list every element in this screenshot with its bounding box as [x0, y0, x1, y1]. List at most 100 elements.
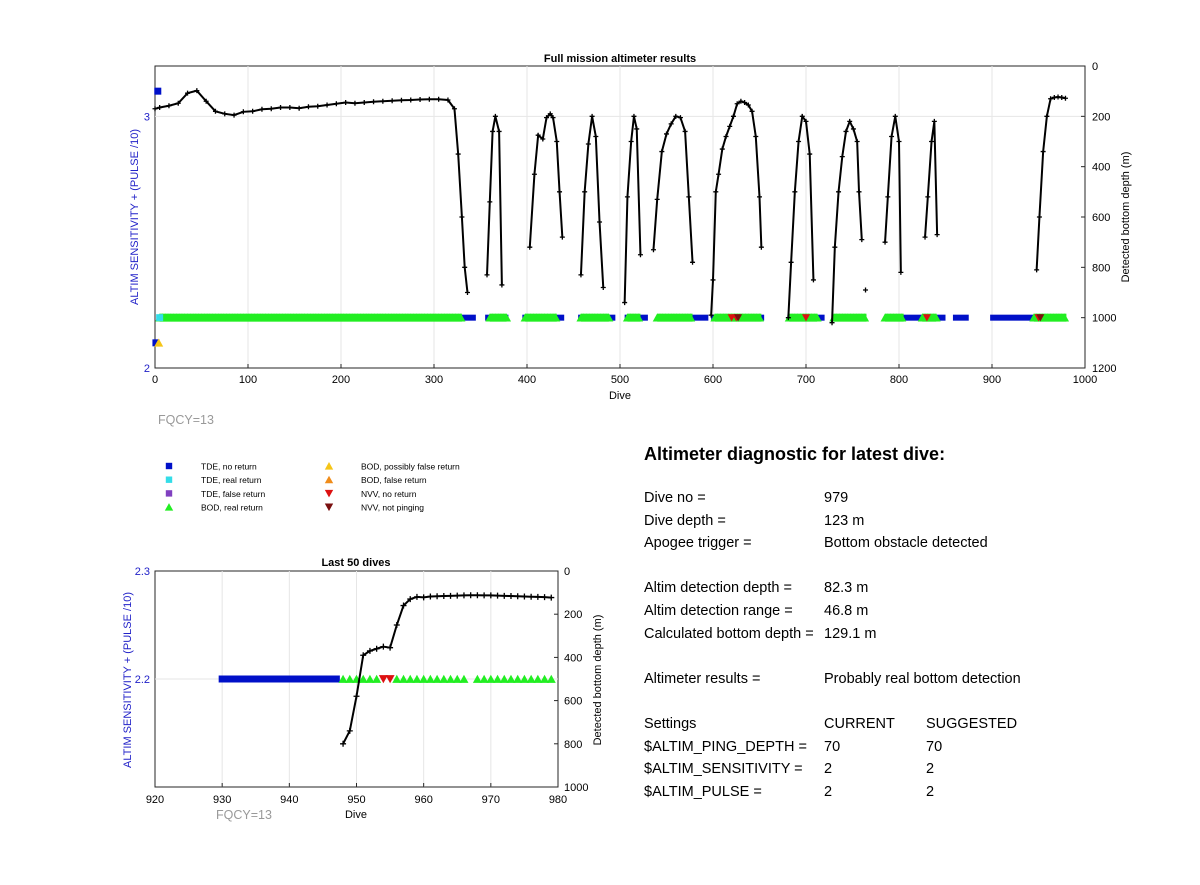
depth-point	[628, 139, 634, 144]
zoom-depth-point	[353, 693, 360, 700]
depth-point	[464, 290, 470, 295]
zoom-bod-marker	[479, 674, 489, 683]
depth-point	[1048, 96, 1054, 102]
depth-point	[462, 264, 468, 270]
depth-point	[832, 244, 838, 250]
depth-point	[203, 98, 209, 104]
zoom-bod-marker	[519, 674, 529, 683]
dive-depth-label: Dive depth =	[644, 512, 726, 529]
tde-no-return-band	[936, 314, 946, 321]
depth-point	[490, 128, 496, 134]
right-tick-label: 600	[1092, 212, 1110, 224]
depth-point	[889, 133, 895, 139]
x-tick-label: 200	[332, 374, 350, 386]
zoom-tde-marker	[252, 675, 260, 683]
zoom-bod-marker	[533, 674, 543, 683]
depth-point	[455, 151, 461, 157]
zoom-left-tick-label: 2.3	[135, 566, 150, 578]
zoom-right-y-label: Detected bottom depth (m)	[592, 615, 604, 746]
tde-no-return-band	[990, 314, 1062, 321]
left-tick-label: 2	[144, 363, 150, 375]
zoom-bod-marker	[425, 674, 435, 683]
setting-row: $ALTIM_PING_DEPTH = 70 70	[644, 736, 1164, 759]
zoom-tde-marker	[292, 675, 300, 683]
depth-point	[296, 105, 302, 111]
x-tick-label: 900	[983, 374, 1001, 386]
current-header: CURRENT	[824, 715, 895, 732]
depth-point	[578, 272, 584, 278]
legend-marker-triangle-up	[324, 462, 334, 470]
apogee-label: Apogee trigger =	[644, 535, 752, 552]
depth-point	[792, 189, 798, 195]
main-chart-title: Full mission altimeter results	[544, 53, 696, 65]
x-tick-label: 800	[890, 374, 908, 386]
legend-marker-square	[165, 490, 173, 497]
zoom-right-tick-label: 200	[564, 609, 582, 621]
bod-marker	[154, 338, 164, 347]
legend-label: TDE, no return	[201, 462, 257, 472]
det-range-value: 46.8 m	[824, 602, 869, 619]
depth-point	[785, 315, 791, 321]
zoom-x-tick-label: 940	[280, 794, 298, 806]
depth-point	[1059, 94, 1065, 100]
depth-point	[788, 259, 794, 265]
zoom-bod-marker	[419, 674, 429, 683]
legend: TDE, no return TDE, real return TDE, false…	[164, 462, 460, 513]
depth-point	[287, 105, 293, 111]
depth-point	[540, 136, 546, 142]
zoom-x-tick-label: 980	[549, 794, 567, 806]
depth-point	[175, 100, 181, 106]
zoom-bod-marker	[365, 674, 375, 683]
dive-depth-row: Dive depth = 123 m	[644, 510, 1164, 533]
zoom-tde-marker	[332, 675, 340, 683]
settings-header-row: Settings CURRENT SUGGESTED	[644, 713, 1164, 736]
right-tick-label: 0	[1092, 61, 1098, 73]
zoom-nvv-marker	[378, 675, 388, 684]
depth-point	[934, 232, 940, 238]
zoom-depth-point	[434, 593, 441, 600]
zoom-depth-point	[393, 622, 400, 628]
zoom-right-tick-label: 400	[564, 652, 582, 664]
left-tick-label: 3	[144, 111, 150, 123]
depth-point	[408, 97, 414, 103]
depth-point	[554, 139, 560, 144]
depth-point	[637, 252, 643, 258]
zoom-tde-marker	[218, 675, 226, 683]
depth-point	[597, 219, 603, 225]
main-depth-series	[152, 88, 1068, 326]
depth-point	[719, 146, 725, 152]
zoom-tde-marker	[258, 675, 266, 683]
zoom-bod-marker	[493, 674, 503, 683]
results-label: Altimeter results =	[644, 670, 761, 687]
zoom-depth-point	[360, 652, 367, 659]
zoom-right-tick-label: 1000	[564, 782, 588, 794]
depth-point	[589, 113, 595, 119]
zoom-bod-marker	[526, 674, 536, 683]
depth-point	[157, 105, 163, 111]
zoom-x-tick-label: 960	[414, 794, 432, 806]
zoom-right-tick-label: 0	[564, 566, 570, 578]
depth-point	[250, 108, 256, 114]
depth-point	[749, 108, 755, 114]
zoom-depth-point	[501, 592, 508, 599]
depth-point	[690, 259, 696, 265]
depth-point	[810, 277, 816, 283]
depth-point	[333, 101, 339, 107]
legend-marker-triangle-down	[324, 489, 334, 498]
depth-point	[796, 139, 802, 144]
depth-point	[686, 194, 692, 200]
setting-suggested: 70	[926, 738, 943, 755]
zoom-tde-marker	[285, 675, 293, 683]
zoom-bod-marker	[446, 674, 456, 683]
zoom-right-tick-label: 800	[564, 739, 582, 751]
zoom-depth-point	[387, 644, 394, 651]
legend-marker-square	[165, 476, 173, 483]
depth-point	[839, 154, 845, 160]
zoom-depth-point	[528, 593, 535, 600]
zoom-bod-marker	[486, 674, 496, 683]
det-range-row: Altim detection range = 46.8 m	[644, 600, 1164, 623]
dive-no-value: 979	[824, 490, 849, 506]
bod-real-return-marker	[755, 313, 764, 322]
depth-point	[859, 237, 865, 243]
nvv-marker	[734, 314, 743, 322]
